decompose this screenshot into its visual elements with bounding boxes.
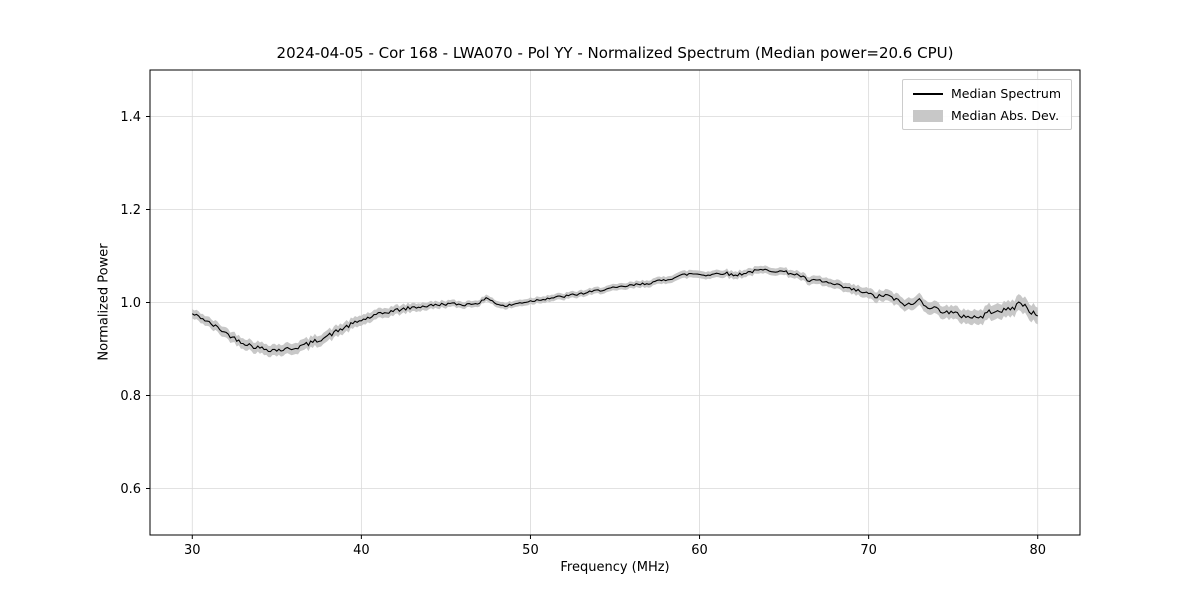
legend-item-median-spectrum: Median Spectrum [912, 86, 1061, 101]
x-tick-label: 50 [522, 543, 539, 558]
legend-label-median-abs-dev: Median Abs. Dev. [950, 108, 1060, 123]
x-axis-label: Frequency (MHz) [560, 560, 670, 575]
legend-label-median-spectrum: Median Spectrum [950, 86, 1061, 101]
x-tick-label: 70 [860, 543, 877, 558]
legend-item-median-abs-dev: Median Abs. Dev. [912, 108, 1061, 123]
x-tick-label: 30 [184, 543, 201, 558]
line-swatch-icon [912, 92, 943, 95]
chart-title: 2024-04-05 - Cor 168 - LWA070 - Pol YY -… [276, 44, 954, 62]
y-tick-label: 1.4 [120, 110, 141, 125]
legend: Median Spectrum Median Abs. Dev. [901, 79, 1072, 130]
y-tick-label: 1.2 [120, 203, 141, 218]
x-tick-label: 40 [353, 543, 370, 558]
y-tick-label: 0.6 [120, 482, 141, 497]
x-tick-label: 80 [1029, 543, 1046, 558]
y-axis-label: Normalized Power [96, 243, 112, 361]
mad-band [192, 265, 1038, 358]
x-tick-label: 60 [691, 543, 708, 558]
y-tick-label: 0.8 [120, 389, 141, 404]
median-spectrum-line [191, 268, 1038, 353]
y-tick-label: 1.0 [120, 296, 141, 311]
band-swatch-icon [912, 109, 943, 122]
